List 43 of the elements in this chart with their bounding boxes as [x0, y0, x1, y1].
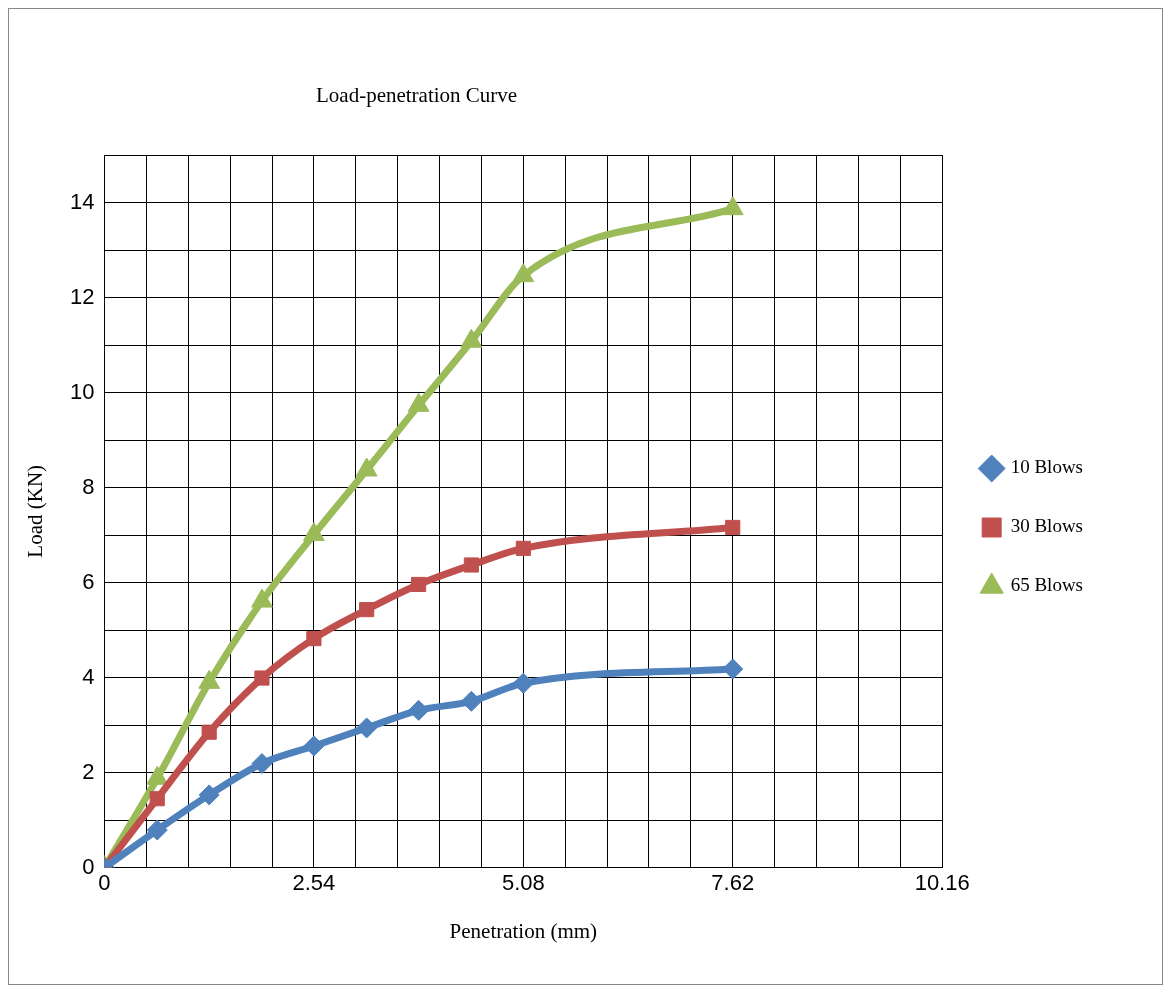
point — [411, 576, 427, 593]
y-tick-label: 10 — [69, 378, 95, 404]
x-tick-label: 0 — [98, 869, 111, 895]
point — [146, 819, 168, 841]
legend-label: 65 Blows — [1010, 574, 1084, 596]
y-axis-title: Load (KN) — [22, 464, 47, 558]
x-tick-label: 2.54 — [292, 869, 336, 895]
point — [303, 735, 325, 757]
point — [725, 519, 741, 536]
point — [721, 196, 744, 216]
point — [463, 557, 479, 573]
point — [201, 724, 217, 740]
x-tick-label: 7.62 — [711, 869, 755, 895]
y-tick-label: 6 — [82, 568, 95, 594]
point — [306, 631, 322, 647]
point — [303, 522, 325, 542]
point — [149, 791, 165, 807]
y-tick-label: 8 — [82, 473, 95, 499]
chart-title: Load-penetration Curve — [316, 82, 518, 107]
point — [512, 263, 535, 283]
x-axis-title: Penetration (mm) — [449, 918, 598, 943]
point — [356, 717, 378, 739]
point — [460, 328, 483, 348]
point — [722, 658, 744, 680]
point — [512, 672, 534, 694]
point — [407, 392, 430, 412]
point — [355, 457, 378, 477]
y-tick-label: 4 — [82, 663, 95, 689]
y-tick-label: 12 — [69, 283, 95, 309]
y-tick-label: 2 — [82, 758, 95, 784]
x-tick-label: 5.08 — [501, 869, 545, 895]
point — [359, 602, 375, 618]
point — [408, 699, 430, 721]
point — [251, 753, 273, 775]
y-tick-label: 0 — [82, 853, 95, 879]
legend-label: 10 Blows — [1010, 456, 1084, 478]
y-tick-label: 14 — [69, 188, 95, 214]
point — [515, 540, 531, 556]
x-tick-label: 10.16 — [914, 869, 970, 895]
legend-label: 30 Blows — [1010, 515, 1084, 537]
point — [254, 670, 270, 686]
point — [198, 784, 220, 806]
point — [460, 690, 482, 712]
